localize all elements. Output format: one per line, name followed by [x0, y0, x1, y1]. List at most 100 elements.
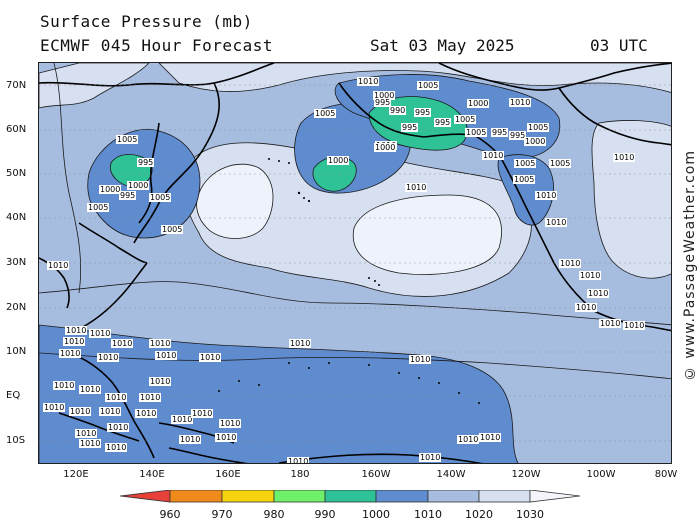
- forecast-subtitle: ECMWF 045 Hour Forecast: [40, 36, 274, 55]
- high-pressure-cell-west: [196, 163, 274, 239]
- colorbar-label-960: 960: [159, 508, 181, 521]
- colorbar-swatch-below-960: [119, 490, 171, 503]
- isobar-label: 1010: [179, 435, 202, 444]
- isobar-label: 1000: [127, 181, 150, 190]
- isobar-label: 1010: [149, 377, 172, 386]
- copyright-watermark: © www.PassageWeather.com: [682, 150, 698, 382]
- isobar-label: 1010: [215, 433, 238, 442]
- lat-label-10s: 10S: [6, 435, 26, 446]
- isobar-label: 1005: [161, 225, 184, 234]
- isobar-label: 1010: [613, 153, 636, 162]
- lon-label-180: 180: [290, 469, 310, 480]
- isobar-label: 1010: [409, 355, 432, 364]
- isobar-line: [39, 352, 671, 380]
- isobar-label: 990: [389, 106, 407, 115]
- isobar-label: 1010: [75, 429, 98, 438]
- isobar-label: 995: [491, 128, 509, 137]
- high-pressure-cell-east: [352, 194, 502, 275]
- isobar-label: 1010: [155, 351, 178, 360]
- colorbar-swatch-above-1030: [529, 490, 581, 503]
- isobar-label: 1010: [545, 218, 568, 227]
- isobar-label: 1000: [373, 91, 396, 100]
- isobar-label: 1010: [105, 393, 128, 402]
- isobar-label: 995: [401, 123, 419, 132]
- isobar-label: 1010: [509, 98, 532, 107]
- isobar-label: 1010: [63, 337, 86, 346]
- colorbar-swatch-980-990: [273, 490, 326, 503]
- isobar-label: 1010: [171, 415, 194, 424]
- isobar-label: 1005: [514, 159, 537, 168]
- isobar-label: 1010: [405, 183, 428, 192]
- colorbar-label-1000: 1000: [362, 508, 390, 521]
- lon-label-120w: 120W: [511, 469, 541, 480]
- isobar-label: 1005: [149, 193, 172, 202]
- isobar-label: 995: [509, 131, 527, 140]
- isobar-label: 1010: [139, 393, 162, 402]
- isobar-label: 1005: [417, 81, 440, 90]
- isobar-label: 1005: [527, 123, 550, 132]
- lon-label-140w: 140W: [436, 469, 466, 480]
- isobar-line: [39, 281, 671, 326]
- pressure-map: 1010 1000 1005 1005 1010 995 990 995 100…: [38, 62, 672, 464]
- low-pressure-region-1005-coast: [497, 154, 554, 226]
- isobar-label: 1010: [191, 409, 214, 418]
- isobar-label: 1010: [457, 435, 480, 444]
- colorbar-swatch-1010-1020: [427, 490, 480, 503]
- colorbar-swatch-960-970: [169, 490, 223, 503]
- isobar-label: 1010: [97, 353, 120, 362]
- colorbar-label-1020: 1020: [465, 508, 493, 521]
- lat-label-40n: 40N: [6, 212, 27, 223]
- isobar-label: 1010: [47, 261, 70, 270]
- isobar-label: 1005: [513, 175, 536, 184]
- forecast-date: Sat 03 May 2025: [370, 36, 515, 55]
- isobar-label: 1010: [219, 419, 242, 428]
- lat-label-eq: EQ: [6, 390, 21, 401]
- isobar-label: 1010: [579, 271, 602, 280]
- lon-label-100w: 100W: [586, 469, 616, 480]
- isobar-label: 1010: [69, 407, 92, 416]
- isobar-label: 1010: [107, 423, 130, 432]
- colorbar-swatch-990-1000: [324, 490, 377, 503]
- isobar-label: 1010: [482, 151, 505, 160]
- isobar-label: 1010: [89, 329, 112, 338]
- lon-label-160w: 160W: [361, 469, 391, 480]
- isobar-label: 1010: [599, 319, 622, 328]
- isobar-label: 1010: [357, 77, 380, 86]
- isobar-label: 1000: [524, 137, 547, 146]
- lon-label-140e: 140E: [139, 469, 165, 480]
- isobar-label: 1010: [53, 381, 76, 390]
- lon-label-160e: 160E: [215, 469, 241, 480]
- lat-label-50n: 50N: [6, 168, 27, 179]
- colorbar-swatch-1000-1010: [375, 490, 429, 503]
- isobar-label: 1010: [65, 326, 88, 335]
- isobar-label: 1010: [479, 433, 502, 442]
- isobar-label: 1010: [587, 289, 610, 298]
- lat-label-10n: 10N: [6, 346, 27, 357]
- isobar-label: 1010: [149, 339, 172, 348]
- isobar-label: 1010: [99, 407, 122, 416]
- isobar-label: 1005: [549, 159, 572, 168]
- isobar-label: 1005: [454, 115, 477, 124]
- isobar-label: 1010: [111, 339, 134, 348]
- isobar-label: 1010: [199, 353, 222, 362]
- map-title: Surface Pressure (mb): [40, 12, 253, 31]
- lat-label-60n: 60N: [6, 124, 27, 135]
- isobar-label: 1010: [105, 443, 128, 452]
- isobar-line: [53, 63, 82, 294]
- isobar-label: 1010: [79, 385, 102, 394]
- isobar-label: 995: [119, 191, 137, 200]
- lat-label-20n: 20N: [6, 302, 27, 313]
- colorbar-label-1010: 1010: [414, 508, 442, 521]
- isobar-label: 1010: [43, 403, 66, 412]
- isobar-label: 1005: [87, 203, 110, 212]
- colorbar-label-980: 980: [263, 508, 285, 521]
- isobar-label: 1005: [465, 128, 488, 137]
- isobar-label: 1000: [467, 99, 490, 108]
- colorbar-swatch-1020-1030: [478, 490, 531, 503]
- colorbar-label-970: 970: [211, 508, 233, 521]
- isobar-label: 1000: [327, 156, 350, 165]
- lon-label-80w: 80W: [654, 469, 678, 480]
- isobar-label: 1005: [314, 109, 337, 118]
- isobar-label: 1010: [59, 349, 82, 358]
- lat-label-70n: 70N: [6, 80, 27, 91]
